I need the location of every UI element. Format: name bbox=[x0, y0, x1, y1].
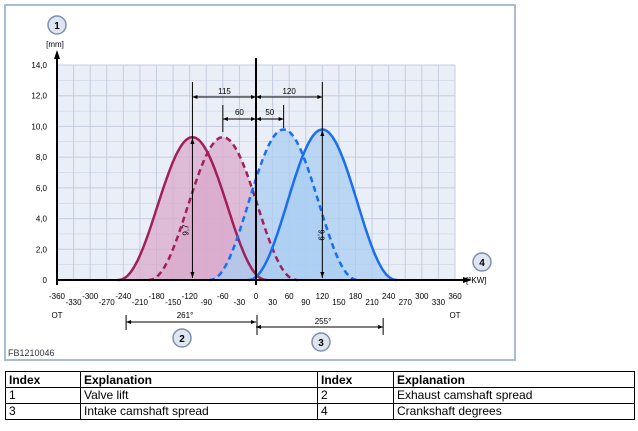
y-axis-arrow bbox=[54, 50, 60, 59]
x-tick-label: 240 bbox=[382, 292, 396, 301]
x-tick-label: 270 bbox=[399, 298, 413, 307]
ot-left-label: OT bbox=[51, 311, 62, 320]
callout-number: 4 bbox=[479, 258, 485, 269]
x-tick-label: 90 bbox=[301, 298, 310, 307]
x-tick-label: 330 bbox=[432, 298, 446, 307]
ot-right-label: OT bbox=[449, 311, 460, 320]
x-tick-label: -90 bbox=[200, 298, 212, 307]
legend-table: Index Explanation Index Explanation 1 Valve … bbox=[5, 371, 635, 420]
cell: Intake camshaft spread bbox=[80, 403, 318, 420]
callout-number: 1 bbox=[54, 21, 60, 32]
header-index: Index bbox=[317, 371, 394, 388]
y-tick-label: 2,0 bbox=[36, 245, 48, 254]
x-tick-label: -300 bbox=[82, 292, 99, 301]
x-tick-label: 120 bbox=[316, 292, 330, 301]
dim-50-label: 50 bbox=[265, 108, 274, 117]
x-tick-label: 60 bbox=[285, 292, 294, 301]
cell: Exhaust camshaft spread bbox=[393, 387, 635, 404]
y-tick-label: 6,0 bbox=[36, 184, 48, 193]
y-tick-label: 0 bbox=[43, 276, 48, 285]
callout-badge-3 bbox=[311, 332, 331, 352]
cell: 3 bbox=[5, 403, 81, 420]
callout-badge-4 bbox=[472, 252, 492, 272]
dim-60-label: 60 bbox=[235, 108, 244, 117]
cell: 1 bbox=[5, 387, 81, 404]
x-axis-arrow bbox=[463, 277, 472, 283]
y-unit-label: [mm] bbox=[46, 40, 64, 49]
x-tick-label: -210 bbox=[132, 298, 149, 307]
figure-id: FB1210046 bbox=[8, 348, 55, 358]
x-tick-label: -30 bbox=[234, 298, 246, 307]
table-row: 3 Intake camshaft spread 4 Crankshaft degre… bbox=[5, 403, 635, 420]
x-tick-label: -120 bbox=[182, 292, 199, 301]
x-tick-label: -150 bbox=[165, 298, 182, 307]
span-exhaust-label: 261° bbox=[177, 311, 194, 320]
cell: Valve lift bbox=[80, 387, 318, 404]
header-explanation: Explanation bbox=[80, 371, 318, 388]
cell: 4 bbox=[317, 403, 394, 420]
y-tick-label: 8,0 bbox=[36, 153, 48, 162]
x-tick-label: 150 bbox=[332, 298, 346, 307]
lift-intake-label: 9,9 bbox=[316, 229, 325, 241]
header-index: Index bbox=[5, 371, 81, 388]
y-tick-label: 4,0 bbox=[36, 215, 48, 224]
span-intake-label: 255° bbox=[315, 317, 332, 326]
x-tick-label: -270 bbox=[99, 298, 116, 307]
y-tick-label: 12,0 bbox=[31, 92, 47, 101]
x-tick-label: 30 bbox=[268, 298, 277, 307]
cell: Crankshaft degrees bbox=[393, 403, 635, 420]
x-tick-label: 180 bbox=[349, 292, 363, 301]
x-tick-label: -240 bbox=[115, 292, 132, 301]
dim-120-label: 120 bbox=[282, 87, 296, 96]
x-tick-label: -60 bbox=[217, 292, 229, 301]
y-tick-label: 10,0 bbox=[31, 122, 47, 131]
callout-badge-2 bbox=[172, 328, 192, 348]
callout-number: 2 bbox=[179, 334, 185, 345]
x-tick-label: -180 bbox=[148, 292, 165, 301]
x-tick-label: -330 bbox=[66, 298, 83, 307]
y-tick-label: 14,0 bbox=[31, 61, 47, 70]
header-explanation: Explanation bbox=[393, 371, 635, 388]
callout-number: 3 bbox=[318, 338, 324, 349]
callout-badge-1 bbox=[47, 15, 67, 35]
x-tick-label: -360 bbox=[49, 292, 66, 301]
x-unit-label: [°KW] bbox=[466, 276, 487, 285]
lift-exhaust-label: 9,7 bbox=[181, 224, 190, 236]
valve-lift-diagram: 02,04,06,08,010,012,014,0-360 -300 -240 -18… bbox=[4, 4, 516, 361]
x-tick-label: 210 bbox=[365, 298, 379, 307]
curve-dashed-2 bbox=[208, 128, 359, 282]
dim-115-label: 115 bbox=[218, 87, 231, 96]
table-row: 1 Valve lift 2 Exhaust camshaft spread bbox=[5, 387, 635, 404]
x-tick-label: 0 bbox=[254, 292, 259, 301]
cell: 2 bbox=[317, 387, 394, 404]
x-tick-label: 300 bbox=[415, 292, 429, 301]
x-tick-label: 360 bbox=[448, 292, 462, 301]
